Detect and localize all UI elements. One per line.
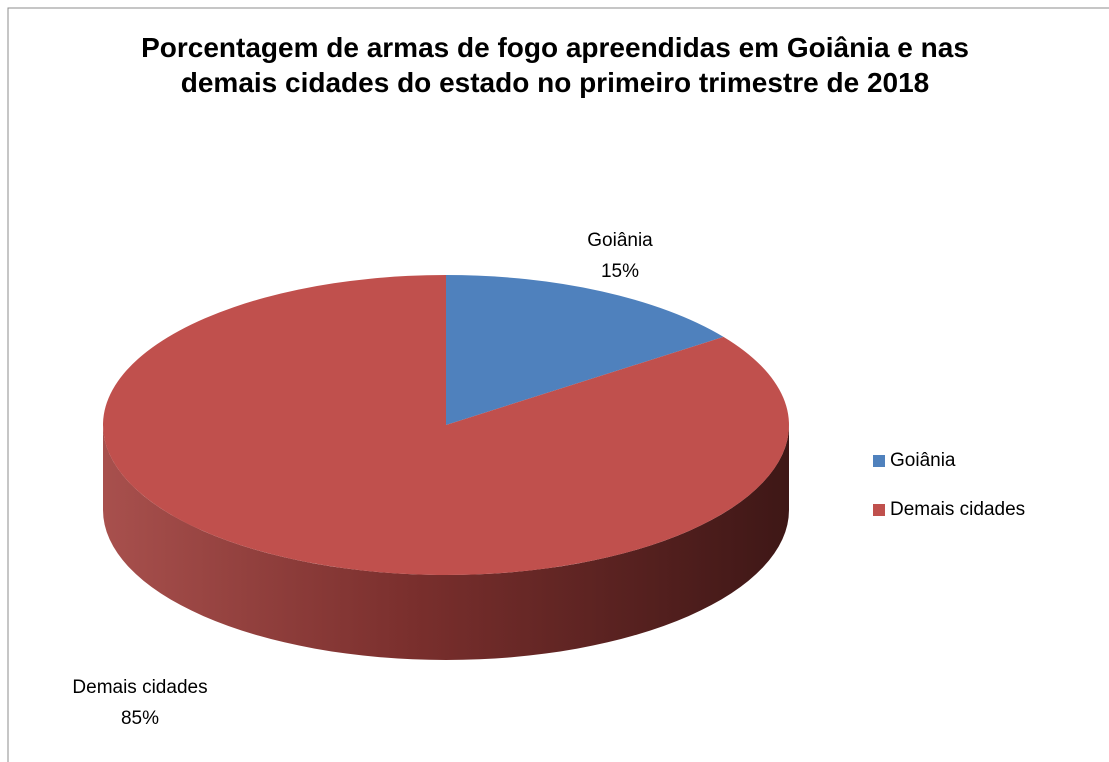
chart-title: Porcentagem de armas de fogo apreendidas… <box>141 32 969 98</box>
data-label-name: Goiânia <box>587 230 653 251</box>
legend-label: Goiânia <box>890 450 956 471</box>
data-label-value: 85% <box>121 708 159 729</box>
legend-swatch <box>873 504 885 516</box>
pie-side <box>103 425 789 660</box>
pie-slice <box>103 275 790 576</box>
chart-border <box>7 7 1109 762</box>
legend-swatch <box>873 455 885 467</box>
legend-label: Demais cidades <box>890 499 1025 520</box>
data-label-value: 15% <box>601 261 639 282</box>
pie-slice <box>446 275 724 425</box>
data-label-name: Demais cidades <box>72 677 207 698</box>
